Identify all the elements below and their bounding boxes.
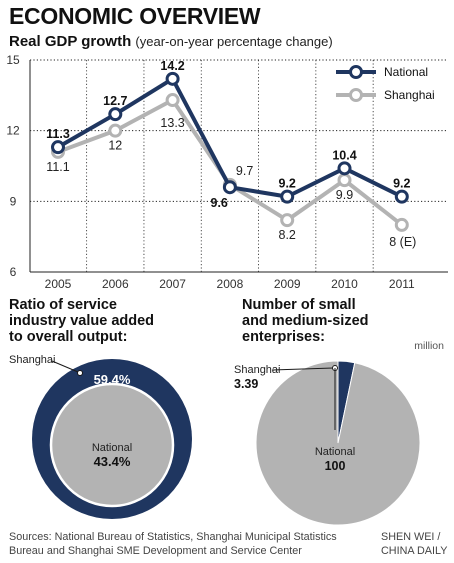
gdp-line-chart: 6 9 12 15 2005 2006 2007 2008 2009 2010 2011 11.3…	[6, 53, 448, 291]
x-tick-label: 2007	[159, 277, 186, 291]
credit-line-2: CHINA DAILY	[381, 545, 448, 557]
y-tick-label: 9	[10, 194, 17, 208]
data-label-national: 12.7	[103, 94, 127, 108]
service-ratio-title-line-3: to overall output:	[9, 329, 128, 345]
sme-count-title-line-1: Number of small	[242, 297, 356, 313]
y-tick-label: 12	[6, 124, 20, 138]
data-labels: 11.3 12.7 14.2 9.6 9.2 10.4 9.2 11.1 12 13.3 9.7 8.…	[46, 59, 416, 249]
sme-shanghai-label: Shanghai	[234, 364, 281, 376]
sme-shanghai-value: 3.39	[234, 377, 258, 391]
data-label-shanghai: 12	[108, 139, 122, 153]
data-point-national	[280, 189, 295, 204]
x-axis-ticks: 2005 2006 2007 2008 2009 2010 2011	[45, 277, 415, 291]
shanghai-leader-line	[51, 360, 79, 373]
sme-count-title: Number of small and medium-sized enterpr…	[242, 297, 369, 345]
data-label-shanghai: 11.1	[46, 160, 69, 174]
sme-slices	[255, 360, 421, 526]
y-axis-ticks: 6 9 12 15	[6, 53, 20, 279]
x-tick-label: 2005	[45, 277, 72, 291]
data-label-shanghai: 9.9	[336, 188, 353, 202]
line-chart-title-text: Real GDP growth	[9, 33, 132, 50]
legend-shanghai-label: Shanghai	[384, 88, 435, 102]
x-tick-label: 2010	[331, 277, 358, 291]
data-label-national: 10.4	[332, 148, 356, 162]
data-label-national: 9.2	[393, 177, 410, 191]
data-label-shanghai: 8.2	[279, 228, 296, 242]
shanghai-leader-dot	[77, 370, 83, 376]
data-point-national	[165, 71, 180, 86]
data-point-shanghai	[280, 213, 295, 228]
sme-shanghai-leader-line	[271, 367, 334, 371]
service-shanghai-label: Shanghai	[9, 354, 56, 366]
series-layer	[51, 71, 409, 232]
data-point-national	[337, 161, 352, 176]
pie-slice-national	[255, 360, 421, 526]
x-tick-label: 2009	[274, 277, 301, 291]
legend-national-label: National	[384, 65, 428, 79]
data-label-shanghai: 8 (E)	[389, 235, 416, 249]
service-shanghai-value: 59.4%	[94, 372, 131, 387]
line-chart-title-note: (year-on-year percentage change)	[135, 34, 333, 49]
y-tick-label: 6	[10, 265, 17, 279]
credit: SHEN WEI / CHINA DAILY	[381, 530, 447, 558]
legend-shanghai-marker	[349, 88, 363, 102]
service-ratio-title-line-1: Ratio of service	[9, 297, 117, 313]
legend: National Shanghai	[336, 65, 435, 102]
sme-national-value: 100	[325, 459, 346, 473]
line-chart-title: Real GDP growth (year-on-year percentage…	[9, 33, 333, 50]
data-point-shanghai	[394, 217, 409, 232]
sme-count-title-line-2: and medium-sized	[242, 313, 369, 329]
data-point-shanghai	[337, 173, 352, 188]
data-label-national: 11.3	[46, 127, 70, 141]
x-tick-label: 2008	[217, 277, 244, 291]
service-ratio-chart: Shanghai 59.4% National 43.4%	[9, 354, 192, 519]
legend-national-marker	[349, 65, 363, 79]
data-label-shanghai: 9.7	[236, 164, 253, 178]
data-point-shanghai	[108, 123, 123, 138]
sources-note: Sources: National Bureau of Statistics, …	[9, 531, 337, 557]
data-label-national: 9.6	[211, 196, 228, 210]
sme-count-chart: million Shanghai 3.39 National 100	[234, 340, 444, 526]
page-title: ECONOMIC OVERVIEW	[9, 3, 261, 29]
credit-line-1: SHEN WEI /	[381, 531, 441, 543]
sme-national-label: National	[315, 446, 355, 458]
data-point-national	[394, 189, 409, 204]
service-ratio-title: Ratio of service industry value added to…	[9, 297, 154, 345]
data-point-national	[108, 107, 123, 122]
x-tick-label: 2006	[102, 277, 129, 291]
data-point-shanghai	[165, 93, 180, 108]
x-tick-label: 2011	[389, 277, 415, 291]
data-point-national	[51, 140, 65, 155]
national-ratio-circle	[49, 382, 175, 508]
service-national-label: National	[92, 442, 132, 454]
data-label-national: 14.2	[160, 59, 184, 73]
sme-count-title-line-3: enterprises:	[242, 329, 326, 345]
y-tick-label: 15	[6, 53, 20, 67]
gridlines	[29, 59, 448, 273]
service-national-value: 43.4%	[94, 454, 131, 469]
sme-unit-label: million	[414, 340, 444, 352]
data-point-national	[222, 180, 237, 195]
data-label-national: 9.2	[279, 177, 296, 191]
service-ratio-title-line-2: industry value added	[9, 313, 155, 329]
data-label-shanghai: 13.3	[160, 116, 184, 130]
